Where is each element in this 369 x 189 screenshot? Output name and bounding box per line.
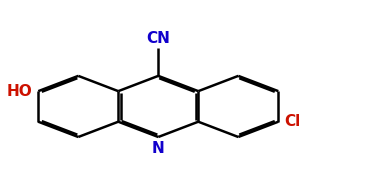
Text: Cl: Cl <box>284 114 300 129</box>
Text: CN: CN <box>146 31 170 46</box>
Text: N: N <box>152 141 165 156</box>
Text: HO: HO <box>7 84 32 99</box>
